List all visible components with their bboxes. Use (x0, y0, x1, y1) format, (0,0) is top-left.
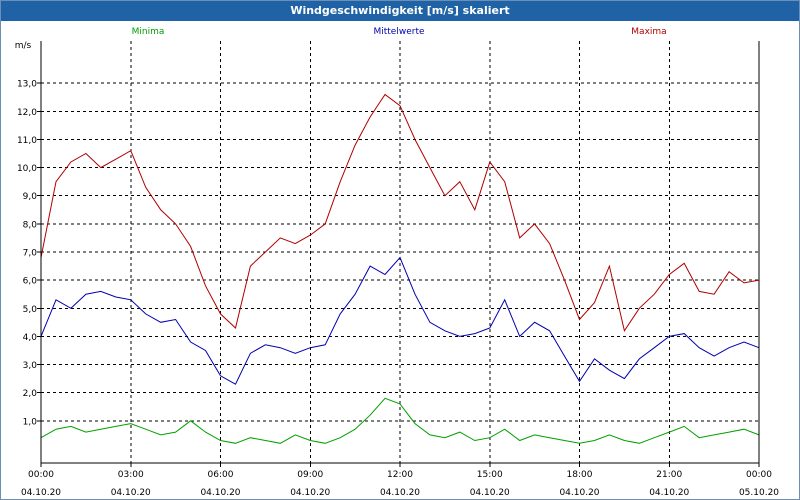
y-tick-label: 12,0 (17, 108, 37, 118)
x-tick-time-label: 18:00 (567, 470, 593, 480)
x-tick-date-label: 04.10.20 (470, 488, 510, 498)
series-line-maxima (40, 93, 760, 333)
y-tick-label: 11,0 (17, 136, 37, 146)
series-lines (40, 93, 760, 444)
x-tick-time-label: 09:00 (297, 470, 323, 480)
y-tick-label: 7,0 (23, 249, 38, 259)
legend-entry-mittelwerte: Mittelwerte (373, 27, 424, 37)
x-tick-date-label: 05.10.20 (739, 488, 779, 498)
grid (41, 41, 759, 463)
x-tick-time-label: 15:00 (477, 470, 503, 480)
y-tick-label: 10,0 (17, 164, 37, 174)
x-tick-time-label: 00:00 (746, 470, 772, 480)
x-tick-date-label: 04.10.20 (290, 488, 330, 498)
y-tick-label: 5,0 (23, 305, 38, 315)
wind-speed-chart: 1,0 2,0 3,0 4,0 5,0 6,0 7,0 8,0 9,0 10,0 11,0 12,0 1… (15, 27, 780, 498)
x-tick-date-label: 04.10.20 (649, 488, 689, 498)
x-tick-time-label: 21:00 (656, 470, 682, 480)
y-tick-label: 2,0 (23, 389, 38, 399)
y-tick-label: 4,0 (23, 333, 38, 343)
y-tick-label: 8,0 (23, 220, 38, 230)
tick-labels: 1,0 2,0 3,0 4,0 5,0 6,0 7,0 8,0 9,0 10,0 11,0 12,0 1… (15, 41, 780, 498)
window-title: Windgeschwindigkeit [m/s] skaliert (1, 1, 799, 21)
x-tick-date-label: 04.10.20 (21, 488, 61, 498)
x-tick-date-label: 04.10.20 (559, 488, 599, 498)
x-tick-date-label: 04.10.20 (200, 488, 240, 498)
x-tick-time-label: 12:00 (387, 470, 413, 480)
legend: Minima Mittelwerte Maxima (132, 27, 667, 37)
x-tick-date-label: 04.10.20 (380, 488, 420, 498)
series-line-mittelwerte (40, 256, 760, 385)
x-tick-time-label: 03:00 (118, 470, 144, 480)
y-tick-label: 9,0 (23, 192, 38, 202)
y-tick-label: 6,0 (23, 277, 38, 287)
series-line-minima (40, 397, 760, 444)
legend-entry-maxima: Maxima (631, 27, 666, 37)
x-tick-time-label: 00:00 (28, 470, 54, 480)
x-tick-time-label: 06:00 (208, 470, 234, 480)
axes (37, 41, 760, 467)
y-tick-label: 13,0 (17, 80, 37, 90)
y-tick-label: 1,0 (23, 417, 38, 427)
legend-entry-minima: Minima (132, 27, 165, 37)
y-axis-label: m/s (15, 41, 32, 51)
y-tick-label: 3,0 (23, 361, 38, 371)
x-tick-date-label: 04.10.20 (111, 488, 151, 498)
